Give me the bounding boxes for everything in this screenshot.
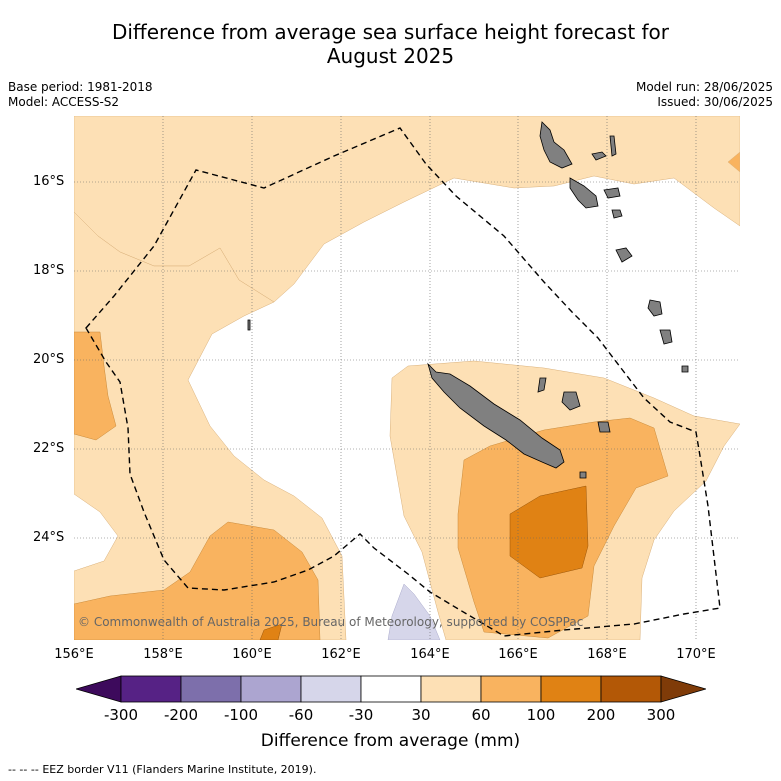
- copyright-notice: © Commonwealth of Australia 2025, Bureau…: [78, 615, 583, 629]
- lon-label-156e: 156°E: [54, 647, 94, 662]
- colorbar-tick-label: -300: [103, 706, 139, 724]
- colorbar-tick-label: 300: [646, 706, 676, 724]
- model-run: Model run: 28/06/2025: [635, 80, 773, 94]
- loyalty-islands-lifou: [561, 391, 581, 411]
- base-period: Base period: 1981-2018: [8, 80, 153, 94]
- anomaly-region-60-100-west-edge: [74, 331, 117, 441]
- anomaly-region-100-200-south: [259, 623, 283, 640]
- colorbar-cell-5: [360, 675, 422, 703]
- lon-label-162e: 162°E: [321, 647, 361, 662]
- sea-height-map: © Commonwealth of Australia 2025, Bureau…: [74, 116, 740, 640]
- eez-border: [85, 127, 721, 637]
- colorbar-tick-label: -30: [348, 706, 374, 724]
- vanuatu-malekula: [569, 177, 599, 209]
- vanuatu-pentecost: [609, 135, 617, 157]
- vanuatu-ambrym: [603, 187, 621, 199]
- vanuatu-espiritu-santo: [539, 121, 573, 169]
- lat-label-22s: 22°S: [33, 441, 65, 456]
- title-line-1: Difference from average sea surface heig…: [111, 20, 670, 44]
- vanuatu-tanna: [659, 329, 673, 345]
- colorbar-extend-high: [660, 675, 706, 703]
- lat-label-18s: 18°S: [33, 263, 65, 278]
- colorbar-tick-label: 60: [471, 706, 491, 724]
- eez-legend-text: EEZ border V11 (Flanders Marine Institut…: [42, 763, 317, 776]
- anomaly-region-negative-south: [387, 583, 441, 640]
- colorbar-tick-label: 200: [586, 706, 616, 724]
- colorbar: [76, 675, 706, 703]
- loyalty-islands-ouvea: [537, 377, 547, 393]
- colorbar-cell-7: [480, 675, 542, 703]
- anomaly-region-60-100-southwest: [74, 521, 321, 640]
- eez-legend: -- -- -- EEZ border V11 (Flanders Marine…: [8, 763, 316, 776]
- anomaly-region-30-60-northeast-patch: [727, 151, 740, 173]
- colorbar-cell-3: [240, 675, 302, 703]
- issued-date: Issued: 30/06/2025: [657, 95, 773, 109]
- lat-label-24s: 24°S: [33, 530, 65, 545]
- anomaly-region-100-200-southeast: [509, 485, 589, 579]
- colorbar-title: Difference from average (mm): [260, 731, 521, 751]
- colorbar-tick-label: -100: [223, 706, 259, 724]
- colorbar-tick-label: 30: [411, 706, 431, 724]
- land-masses: [247, 121, 689, 479]
- vanuatu-epi: [611, 209, 623, 219]
- vanuatu-efate: [615, 247, 633, 263]
- colorbar-tick-label: 100: [526, 706, 556, 724]
- vanuatu-erromango: [647, 299, 663, 317]
- graticule: [74, 116, 740, 640]
- lat-label-20s: 20°S: [33, 352, 65, 367]
- new-caledonia-island: [427, 362, 565, 469]
- meta-left: Base period: 1981-2018 Model: ACCESS-S2: [8, 80, 153, 110]
- model-name: Model: ACCESS-S2: [8, 95, 120, 109]
- chesterfield-islet: [247, 319, 251, 331]
- colorbar-cell-9: [600, 675, 662, 703]
- lat-label-16s: 16°S: [33, 174, 65, 189]
- colorbar-cell-4: [300, 675, 362, 703]
- vanuatu-aneityum: [681, 365, 689, 373]
- matthew-island: [579, 471, 587, 479]
- lon-label-170e: 170°E: [676, 647, 716, 662]
- loyalty-islands-mare: [597, 421, 611, 433]
- eez-legend-symbol: -- -- --: [8, 763, 39, 776]
- colorbar-cell-6: [420, 675, 482, 703]
- lon-label-158e: 158°E: [143, 647, 183, 662]
- colorbar-extend-low: [76, 675, 122, 703]
- colorbar-cells: [76, 675, 706, 703]
- lon-label-166e: 166°E: [498, 647, 538, 662]
- lon-label-164e: 164°E: [410, 647, 450, 662]
- meta-right: Model run: 28/06/2025 Issued: 30/06/2025: [636, 80, 773, 110]
- colorbar-tick-label: -60: [288, 706, 314, 724]
- vanuatu-ambae: [591, 151, 607, 161]
- colorbar-cell-2: [180, 675, 242, 703]
- lon-label-160e: 160°E: [232, 647, 272, 662]
- title-line-2: August 2025: [326, 44, 455, 68]
- lon-label-168e: 168°E: [587, 647, 627, 662]
- colorbar-cell-1: [120, 675, 182, 703]
- colorbar-tick-label: -200: [163, 706, 199, 724]
- colorbar-cell-8: [540, 675, 602, 703]
